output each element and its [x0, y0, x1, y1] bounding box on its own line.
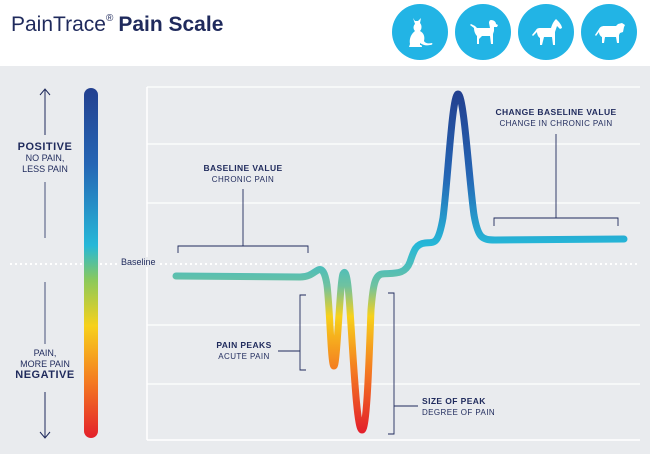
size-of-peak-bracket — [388, 292, 418, 435]
page-subtitle: Pain Scale — [118, 13, 224, 36]
change-baseline-bracket — [493, 134, 619, 226]
positive-label: POSITIVE NO PAIN, LESS PAIN — [17, 141, 73, 175]
horse-icon — [518, 4, 574, 60]
dog-icon — [455, 4, 511, 60]
pain-trace-line — [172, 90, 628, 434]
chart-panel — [0, 66, 650, 454]
size-of-peak-annotation: SIZE OF PEAK DEGREE OF PAIN — [422, 396, 496, 417]
change-baseline-annotation: CHANGE BASELINE VALUE CHANGE IN CHRONIC … — [495, 107, 617, 128]
up-arrow-icon — [39, 88, 51, 135]
negative-label: PAIN, MORE PAIN NEGATIVE — [15, 348, 75, 381]
page-title: PainTrace® Pain Scale — [11, 13, 223, 37]
chart-grid — [146, 86, 640, 441]
header: PainTrace® Pain Scale — [0, 0, 650, 66]
baseline-label: Baseline — [118, 257, 159, 267]
down-arrow-icon — [39, 392, 51, 439]
trademark: ® — [105, 13, 114, 24]
baseline-value-bracket — [177, 189, 309, 253]
brand-name: PainTrace — [11, 13, 106, 36]
pain-peaks-annotation: PAIN PEAKS ACUTE PAIN — [216, 340, 272, 361]
cat-icon — [392, 4, 448, 60]
baseline-value-annotation: BASELINE VALUE CHRONIC PAIN — [203, 163, 283, 184]
pain-peaks-bracket — [278, 294, 306, 371]
cow-icon — [581, 4, 637, 60]
pain-scale-bar — [84, 88, 98, 438]
